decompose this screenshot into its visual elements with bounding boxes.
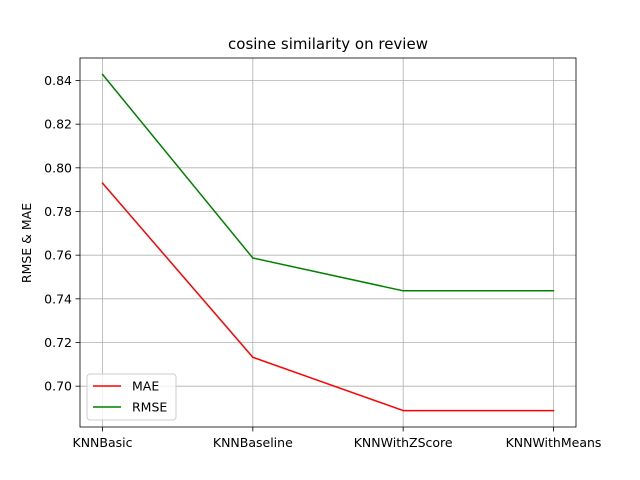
data-point-mae <box>101 182 104 184</box>
y-tick-label: 0.84 <box>44 73 72 88</box>
y-tick-label: 0.78 <box>44 204 72 219</box>
series-layer <box>101 73 555 412</box>
x-axis-ticks: KNNBasic KNNBaseline KNNWithZScore KNNWithM… <box>73 427 602 450</box>
y-tick-label: 0.82 <box>44 117 72 132</box>
x-tick-label: KNNWithZScore <box>354 435 453 450</box>
x-tick-label: KNNWithMeans <box>506 435 602 450</box>
data-point-rmse <box>252 257 254 259</box>
legend: MAE RMSE <box>86 373 177 421</box>
y-tick-label: 0.72 <box>44 335 72 350</box>
data-point-mae <box>552 409 555 412</box>
data-point-rmse <box>402 289 404 292</box>
x-tick-label: KNNBasic <box>73 435 133 450</box>
grid-layer <box>80 58 576 427</box>
data-point-mae <box>252 356 254 359</box>
plot-frame <box>79 57 577 428</box>
series-line-rmse <box>101 73 554 292</box>
series-line-mae <box>101 182 554 412</box>
y-axis-ticks: 0.70 0.72 0.74 0.76 0.78 0.80 0.82 0.84 <box>44 73 80 394</box>
chart-title: cosine similarity on review <box>228 35 428 53</box>
y-tick-label: 0.70 <box>44 379 72 394</box>
data-point-rmse <box>101 73 104 76</box>
y-tick-label: 0.80 <box>44 160 72 175</box>
y-tick-label: 0.76 <box>44 248 72 263</box>
legend-label-rmse: RMSE <box>132 400 167 415</box>
y-tick-label: 0.74 <box>44 291 72 306</box>
legend-label-mae: MAE <box>132 379 159 394</box>
data-point-mae <box>402 409 404 412</box>
data-point-rmse <box>552 289 555 292</box>
y-axis-label: RMSE & MAE <box>19 203 34 283</box>
x-tick-label: KNNBaseline <box>213 435 293 450</box>
